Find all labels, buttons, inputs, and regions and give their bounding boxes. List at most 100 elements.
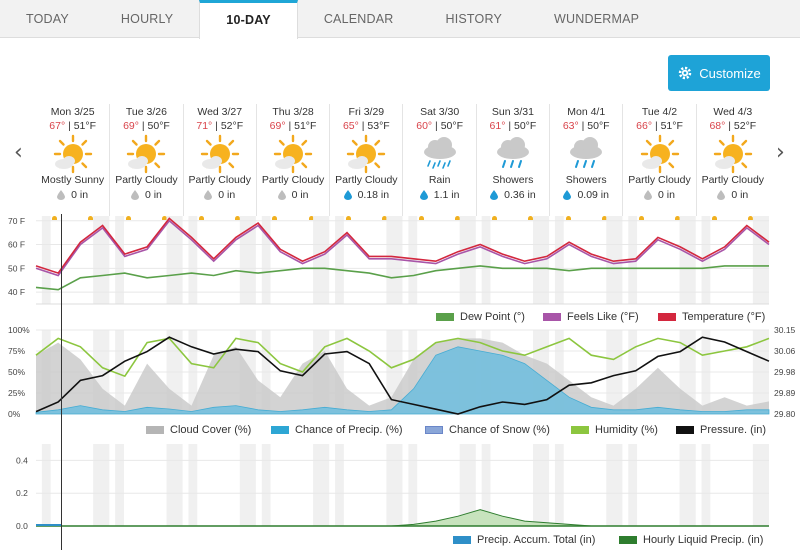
forecast-day[interactable]: Fri 3/29 65° | 53°F Partly Cloudy 0.18 i…	[329, 104, 402, 220]
day-temps: 68° | 52°F	[709, 120, 757, 132]
day-precip: 0 in	[184, 189, 256, 201]
legend-precip-accum[interactable]: Precip. Accum. Total (in)	[453, 534, 595, 546]
y-tick-label-right: 29.80	[774, 409, 796, 419]
day-precip: 0.18 in	[330, 189, 402, 201]
legend-feels-like[interactable]: Feels Like (°F)	[543, 311, 639, 323]
pressure-swatch	[676, 426, 694, 434]
day-date: Wed 4/3	[713, 106, 753, 118]
night-band	[261, 444, 271, 526]
y-tick-label-right: 29.98	[774, 367, 796, 377]
sun-markers	[184, 216, 256, 220]
sun-markers	[697, 216, 769, 220]
forecast-day[interactable]: Wed 4/3 68° | 52°F Partly Cloudy 0 in	[695, 104, 769, 220]
high-temp: 69°	[123, 120, 139, 132]
tab-history[interactable]: HISTORY	[445, 12, 503, 26]
night-band	[188, 216, 198, 304]
night-band	[459, 216, 476, 304]
precip-amount: 0 in	[731, 189, 749, 201]
tab-today[interactable]: TODAY	[26, 12, 69, 26]
night-band	[628, 216, 638, 304]
raindrop-icon	[57, 190, 66, 200]
cloud-cover-swatch	[146, 426, 164, 434]
next-arrow-icon[interactable]: ›	[776, 140, 785, 165]
legend-dew-point[interactable]: Dew Point (°)	[436, 311, 525, 323]
forecast-day[interactable]: Tue 3/26 69° | 50°F Partly Cloudy 0 in	[109, 104, 182, 220]
legend-chance-precip[interactable]: Chance of Precip. (%)	[271, 424, 403, 436]
legend-label: Chance of Precip. (%)	[295, 424, 403, 436]
gear-icon	[679, 66, 692, 80]
day-condition: Partly Cloudy	[261, 174, 325, 186]
sun-markers	[623, 216, 695, 220]
forecast-day[interactable]: Sun 3/31 61° | 50°F Showers 0.36 in	[475, 104, 549, 220]
legend-cloud-cover[interactable]: Cloud Cover (%)	[146, 424, 251, 436]
humidity-line	[35, 337, 770, 378]
forecast-day[interactable]: Mon 3/25 67° | 51°F Mostly Sunny 0 in	[36, 104, 109, 220]
day-date: Tue 4/2	[641, 106, 678, 118]
y-tick-label-left: 75%	[8, 346, 25, 356]
sunset-icon	[601, 216, 607, 220]
day-date: Mon 3/25	[50, 106, 95, 118]
night-band	[261, 216, 271, 304]
forecast-day[interactable]: Mon 4/1 63° | 50°F Showers 0.09 in	[549, 104, 622, 220]
night-band	[628, 444, 638, 526]
low-temp: 52°F	[733, 120, 757, 132]
night-band	[93, 216, 110, 304]
pressure-line	[35, 336, 770, 415]
day-precip: 0 in	[36, 189, 109, 201]
tab-wundermap[interactable]: WUNDERMAP	[554, 12, 640, 26]
customize-button[interactable]: Customize	[668, 55, 770, 91]
tab-10-day[interactable]: 10-DAY	[199, 0, 298, 39]
sunset-icon	[308, 216, 314, 220]
tab-calendar[interactable]: CALENDAR	[323, 12, 394, 26]
tab-hourly[interactable]: HOURLY	[120, 12, 174, 26]
legend-label: Dew Point (°)	[460, 311, 525, 323]
day-condition: Partly Cloudy	[188, 174, 251, 186]
sun-markers	[330, 216, 402, 220]
day-condition: Showers	[565, 174, 607, 186]
chance-precip-swatch	[271, 426, 289, 434]
day-date: Sat 3/30	[420, 106, 460, 118]
raindrop-icon	[204, 190, 213, 200]
low-temp: 51°F	[660, 120, 683, 132]
showers-icon	[496, 137, 529, 168]
sun-markers	[110, 216, 182, 220]
y-tick-label: 0.4	[16, 455, 28, 465]
night-band	[408, 216, 418, 304]
day-precip: 0.36 in	[477, 189, 549, 201]
legend-temperature[interactable]: Temperature (°F)	[658, 311, 765, 323]
night-band	[554, 216, 564, 304]
day-date: Wed 3/27	[197, 106, 243, 118]
sunset-icon	[675, 216, 681, 220]
high-temp: 67°	[49, 120, 66, 132]
legend-pressure[interactable]: Pressure. (in)	[676, 424, 766, 436]
series-line-1	[35, 219, 770, 277]
sunset-icon	[455, 216, 461, 220]
previous-arrow-icon[interactable]: ‹	[14, 140, 23, 165]
chance-precip-area	[35, 346, 770, 415]
night-band	[408, 444, 418, 526]
legend-label: Feels Like (°F)	[567, 311, 639, 323]
legend-chance-snow[interactable]: Chance of Snow (%)	[425, 424, 550, 436]
night-band	[752, 216, 769, 304]
high-temp: 61°	[489, 120, 506, 132]
sunrise-icon	[492, 216, 498, 220]
forecast-day[interactable]: Wed 3/27 71° | 52°F Partly Cloudy 0 in	[182, 104, 256, 220]
raindrop-icon	[130, 190, 139, 200]
precip-amount: 0.36 in	[504, 189, 536, 201]
day-temps: 69° | 50°F	[123, 120, 170, 132]
forecast-day[interactable]: Sat 3/30 60° | 50°F Rain 1.1 in	[402, 104, 475, 220]
day-temps: 71° | 52°F	[196, 120, 244, 132]
sunset-icon	[528, 216, 534, 220]
y-tick-label: 0.2	[16, 488, 28, 498]
forecast-day[interactable]: Tue 4/2 66° | 51°F Partly Cloudy 0 in	[622, 104, 695, 220]
feels-like-swatch	[543, 313, 561, 321]
sunrise-icon	[345, 216, 351, 220]
y-tick-label: 70 F	[8, 216, 25, 226]
dew-point-swatch	[436, 313, 454, 321]
legend-hourly-precip[interactable]: Hourly Liquid Precip. (in)	[619, 534, 763, 546]
forecast-day[interactable]: Thu 3/28 69° | 51°F Partly Cloudy 0 in	[255, 104, 329, 220]
legend-humidity[interactable]: Humidity (%)	[571, 424, 658, 436]
temperature-swatch	[658, 313, 676, 321]
night-band	[115, 216, 124, 304]
precip-amount: 0 in	[218, 189, 236, 201]
